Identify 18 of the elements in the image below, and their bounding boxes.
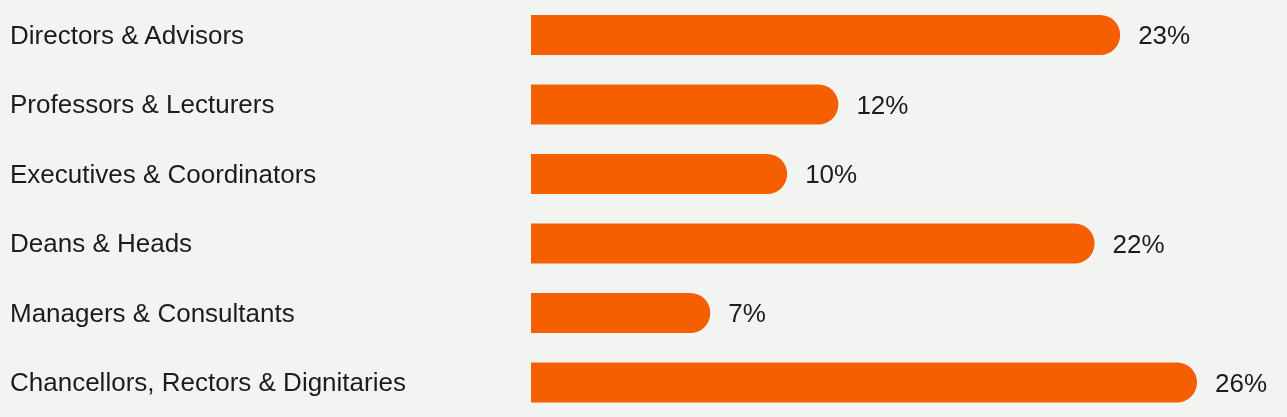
bar (531, 223, 1095, 264)
y-tick-label: Executives & Coordinators (10, 158, 317, 189)
data-label: 10% (805, 159, 858, 189)
data-label: 23% (1138, 20, 1191, 50)
bar (531, 293, 711, 333)
y-tick-label: Chancellors, Rectors & Dignitaries (10, 367, 406, 398)
y-tick-label: Managers & Consultants (10, 297, 295, 328)
bar (531, 15, 1121, 55)
bar (531, 154, 788, 194)
data-label: 12% (856, 89, 909, 120)
y-tick-label: Directors & Advisors (10, 19, 245, 50)
y-tick-label: Deans & Heads (10, 228, 193, 259)
y-tick-label: Professors & Lecturers (10, 89, 275, 120)
bar (531, 362, 1197, 403)
data-label: 26% (1215, 367, 1268, 398)
data-label: 22% (1112, 228, 1165, 259)
data-label: 7% (728, 298, 766, 328)
bar (531, 84, 839, 125)
